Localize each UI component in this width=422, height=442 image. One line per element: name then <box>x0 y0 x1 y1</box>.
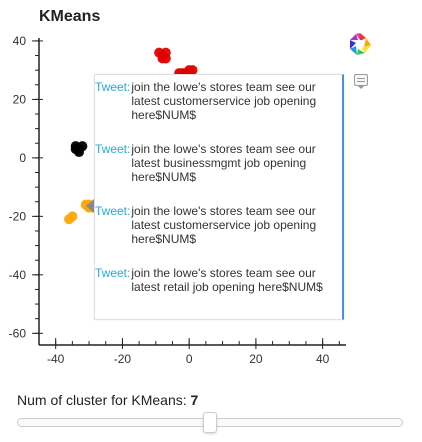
data-point <box>187 65 198 76</box>
cluster-slider-handle[interactable] <box>203 412 217 433</box>
hover-tooltip: Tweet: join the lowe's stores team see o… <box>94 74 344 320</box>
slider-label: Num of cluster for KMeans: 7 <box>17 392 198 408</box>
tooltip-value: join the lowe's stores team see our late… <box>131 266 323 294</box>
tooltip-value: join the lowe's stores team see our late… <box>131 204 317 246</box>
plot-title: KMeans <box>39 8 101 25</box>
y-tick-label: -60 <box>9 326 27 340</box>
x-tick-label: -20 <box>114 352 132 366</box>
slider-label-text: Num of cluster for KMeans: <box>17 392 191 408</box>
slider-value: 7 <box>190 392 199 408</box>
y-tick-label: -40 <box>9 268 27 282</box>
tooltip-key: Tweet: <box>95 142 131 156</box>
y-tick-label: 40 <box>13 34 27 48</box>
x-tick-label: 0 <box>186 352 193 366</box>
y-tick-label: 0 <box>19 151 26 165</box>
data-point <box>70 141 81 152</box>
tooltip-item: Tweet: join the lowe's stores team see o… <box>95 137 342 199</box>
bokeh-logo-icon[interactable] <box>348 32 372 56</box>
data-point <box>160 47 171 58</box>
y-tick-label: -20 <box>9 209 27 223</box>
y-tick-label: 20 <box>13 92 27 106</box>
tooltip-value: join the lowe's stores team see our late… <box>131 142 316 184</box>
tooltip-value: join the lowe's stores team see our late… <box>131 80 317 122</box>
tooltip-item: Tweet: join the lowe's stores team see o… <box>95 261 342 319</box>
tooltip-item: Tweet: join the lowe's stores team see o… <box>95 199 342 261</box>
hover-tool-icon[interactable] <box>354 74 368 89</box>
tooltip-key: Tweet: <box>95 204 131 218</box>
x-tick-label: -40 <box>47 352 65 366</box>
tooltip-key: Tweet: <box>95 80 131 94</box>
x-tick-label: 20 <box>249 352 263 366</box>
data-point <box>67 211 78 222</box>
tooltip-pointer <box>86 199 94 213</box>
tooltip-item: Tweet: join the lowe's stores team see o… <box>95 75 342 137</box>
tooltip-key: Tweet: <box>95 266 131 280</box>
x-tick-label: 40 <box>316 352 330 366</box>
